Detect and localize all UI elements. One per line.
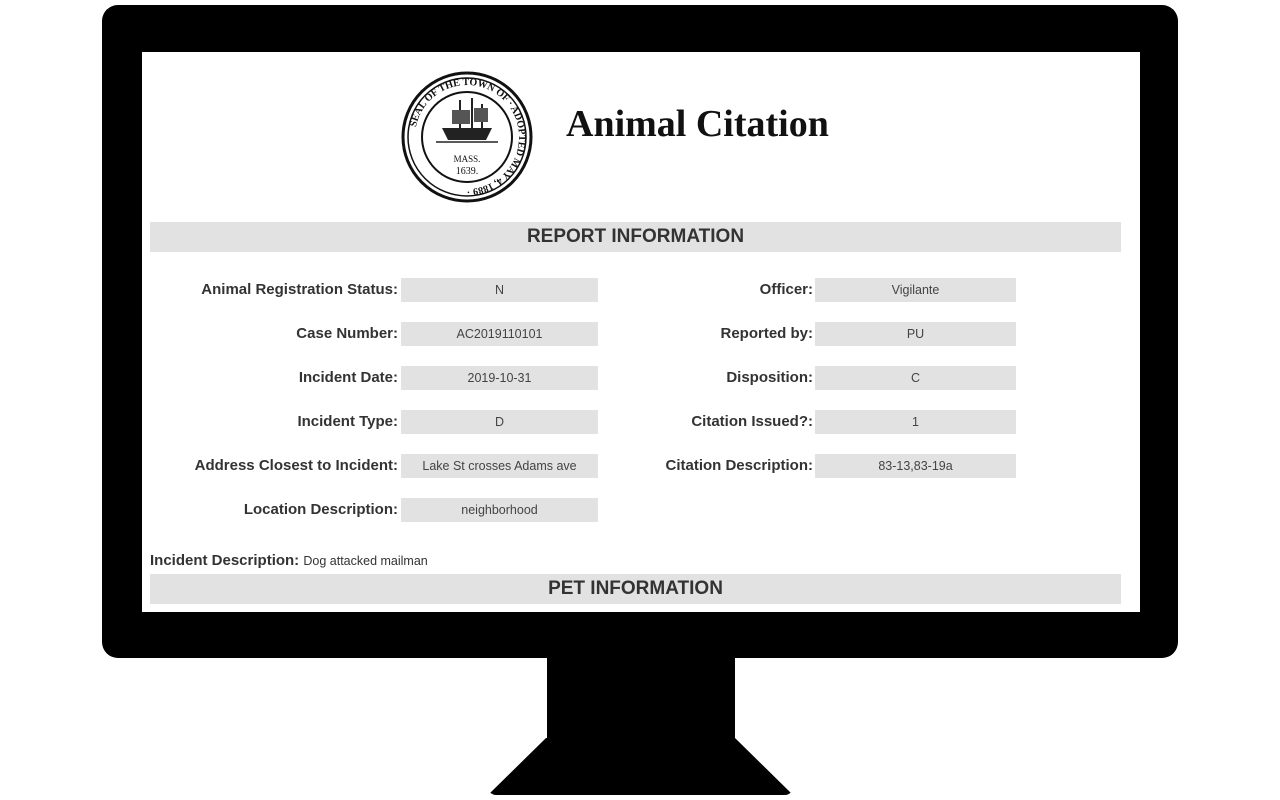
location-description-label: Location Description: [243, 501, 398, 518]
citation-description-label: Citation Description: [665, 457, 813, 474]
address-label: Address Closest to Incident: [194, 457, 398, 474]
monitor-stand-neck [547, 655, 735, 745]
report-information-header: REPORT INFORMATION [150, 222, 1121, 252]
location-description-field[interactable]: neighborhood [401, 498, 598, 522]
pet-information-header: PET INFORMATION [150, 574, 1121, 604]
officer-field[interactable]: Vigilante [815, 278, 1016, 302]
incident-date-field[interactable]: 2019-10-31 [401, 366, 598, 390]
incident-description-value: Dog attacked mailman [303, 554, 428, 568]
incident-date-label: Incident Date: [298, 369, 398, 386]
page-title: Animal Citation [566, 103, 829, 145]
monitor-screen: SEAL OF THE TOWN OF · ADOPTED MAY 4, 188… [142, 52, 1140, 612]
disposition-field[interactable]: C [815, 366, 1016, 390]
case-number-field[interactable]: AC2019110101 [401, 322, 598, 346]
disposition-label: Disposition: [726, 369, 813, 386]
citation-description-field[interactable]: 83-13,83-19a [815, 454, 1016, 478]
officer-label: Officer: [759, 281, 813, 298]
registration-status-label: Animal Registration Status: [201, 281, 398, 298]
case-number-label: Case Number: [296, 325, 398, 342]
incident-type-label: Incident Type: [297, 413, 398, 430]
address-field[interactable]: Lake St crosses Adams ave [401, 454, 598, 478]
incident-type-field[interactable]: D [401, 410, 598, 434]
registration-status-field[interactable]: N [401, 278, 598, 302]
svg-text:MASS.: MASS. [454, 154, 481, 164]
town-seal-logo: SEAL OF THE TOWN OF · ADOPTED MAY 4, 188… [401, 71, 533, 203]
incident-description-label: Incident Description: [150, 552, 300, 569]
incident-description: Incident Description: Dog attacked mailm… [150, 552, 428, 569]
reported-by-label: Reported by: [720, 325, 813, 342]
citation-issued-field[interactable]: 1 [815, 410, 1016, 434]
citation-issued-label: Citation Issued?: [691, 413, 813, 430]
svg-text:1639.: 1639. [456, 166, 479, 177]
reported-by-field[interactable]: PU [815, 322, 1016, 346]
monitor-stand-base [488, 738, 793, 795]
